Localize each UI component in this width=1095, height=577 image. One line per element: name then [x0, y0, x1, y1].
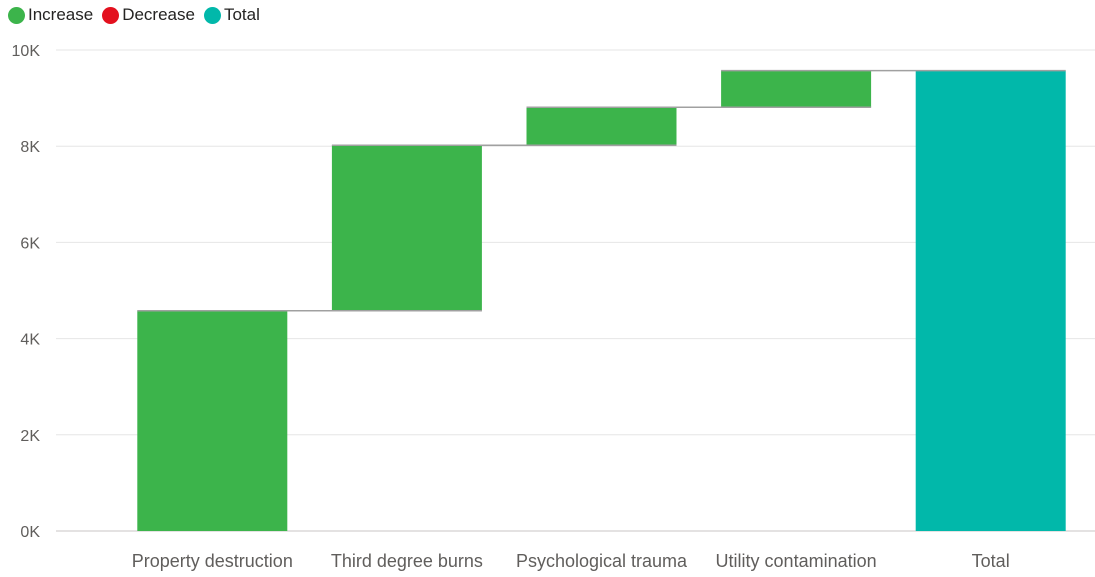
- bar-psychological-trauma: [526, 107, 677, 146]
- y-tick-label: 6K: [20, 235, 40, 252]
- legend-increase-dot-icon: [8, 6, 25, 24]
- x-tick-label: Property destruction: [132, 551, 293, 571]
- bar-total: [915, 70, 1066, 532]
- legend-decrease-label: Decrease: [122, 5, 195, 24]
- y-tick-label: 2K: [20, 428, 40, 445]
- x-tick-label: Total: [972, 551, 1010, 571]
- legend-decrease-dot-icon: [102, 6, 120, 24]
- bar-property-destruction: [137, 310, 288, 531]
- y-tick-label: 0K: [20, 524, 40, 541]
- chart-legend: Increase Decrease Total: [8, 4, 269, 26]
- legend-item-increase[interactable]: Increase: [8, 5, 93, 25]
- y-tick-label: 8K: [20, 139, 40, 156]
- legend-item-total[interactable]: Total: [203, 5, 260, 25]
- x-tick-label: Psychological trauma: [516, 551, 688, 571]
- y-tick-label: 10K: [12, 43, 41, 60]
- legend-increase-label: Increase: [28, 5, 94, 24]
- x-tick-label: Utility contamination: [716, 551, 877, 571]
- legend-item-decrease[interactable]: Decrease: [102, 5, 195, 25]
- y-tick-label: 4K: [20, 332, 40, 349]
- x-tick-label: Third degree burns: [331, 551, 483, 571]
- bar-utility-contamination: [721, 70, 872, 108]
- bar-third-degree-burns: [331, 145, 482, 311]
- legend-total-dot-icon: [203, 6, 221, 24]
- legend-total-label: Total: [223, 5, 260, 24]
